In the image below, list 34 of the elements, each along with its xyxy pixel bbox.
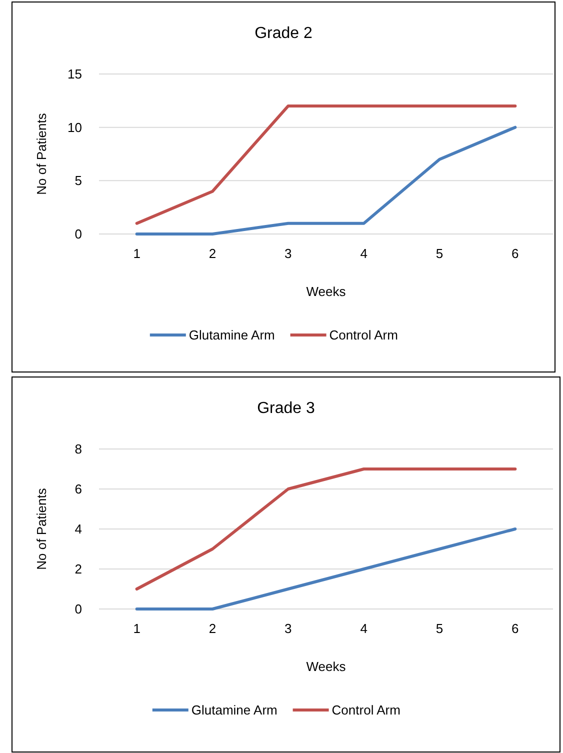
x-tick-label: 6	[512, 621, 519, 636]
x-tick-label: 1	[133, 621, 140, 636]
y-tick-label: 2	[74, 562, 82, 577]
line-series	[135, 528, 517, 610]
x-tick-label: 4	[360, 246, 368, 261]
x-tick-label: 3	[284, 246, 292, 261]
y-tick-label: 15	[68, 66, 82, 82]
legend-label: Control Arm	[329, 328, 398, 343]
legend-label: Glutamine Arm	[191, 702, 278, 718]
y-tick-label: 5	[74, 173, 82, 188]
x-tick-label: 1	[133, 246, 140, 261]
x-tick-label: 6	[512, 246, 519, 261]
x-tick-label: 2	[208, 621, 216, 636]
y-tick-label: 6	[74, 482, 82, 497]
chart-title: Grade 3	[257, 400, 316, 417]
x-tick-label: 5	[436, 621, 444, 636]
y-tick-label: 4	[74, 522, 82, 537]
y-axis-title: No of Patients	[34, 112, 49, 195]
x-axis-title: Weeks	[306, 284, 346, 299]
x-tick-label: 5	[436, 246, 444, 261]
y-tick-label: 0	[74, 602, 82, 617]
y-axis-title: No of Patients	[34, 488, 49, 570]
y-tick-label: 10	[68, 120, 82, 135]
chart-title: Grade 2	[254, 25, 313, 42]
y-tick-label: 0	[74, 226, 82, 242]
y-tick-label: 8	[74, 442, 82, 457]
line-series	[135, 126, 517, 236]
x-axis-title: Weeks	[306, 659, 346, 674]
legend-label: Control Arm	[332, 702, 400, 718]
legend-label: Glutamine Arm	[188, 328, 275, 343]
x-tick-label: 3	[284, 621, 292, 636]
line-series	[135, 468, 517, 590]
x-tick-label: 4	[360, 621, 368, 636]
x-tick-label: 2	[208, 246, 216, 261]
